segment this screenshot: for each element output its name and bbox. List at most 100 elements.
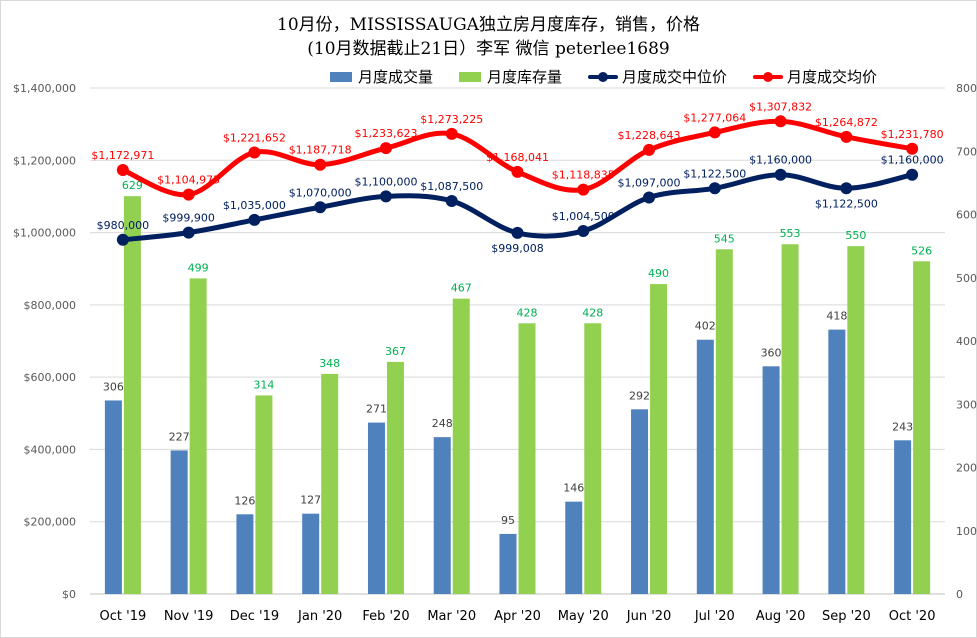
point-average [511, 165, 524, 178]
right-axis-tick-label: 500 [956, 272, 977, 285]
legend-label-median: 月度成交中位价 [622, 68, 728, 86]
legend-item-inventory: 月度库存量 [459, 66, 562, 87]
point-median [577, 224, 590, 237]
left-axis-tick-label: $1,400,000 [13, 82, 76, 95]
bar-inventory-label: 490 [648, 267, 669, 280]
point-median-label: $999,008 [491, 242, 544, 255]
legend-swatch-median [588, 71, 619, 83]
bar-sales-label: 271 [366, 403, 387, 416]
x-axis-tick-label: Apr '20 [494, 609, 541, 624]
point-median-label: $1,087,500 [420, 180, 483, 193]
point-average-label: $1,118,835 [552, 169, 615, 182]
point-median [116, 233, 129, 246]
x-axis-tick-label: Mar '20 [427, 609, 476, 624]
point-average-label: $1,187,718 [289, 144, 352, 157]
bar-inventory [386, 361, 404, 594]
bar-inventory-label: 553 [780, 227, 801, 240]
x-axis-tick-label: May '20 [558, 609, 609, 624]
legend-item-average: 月度成交均价 [753, 66, 877, 87]
bar-sales [236, 514, 254, 594]
point-average [116, 164, 129, 177]
point-median [840, 182, 853, 195]
point-median-label: $1,070,000 [289, 186, 352, 199]
bar-inventory-label: 428 [582, 306, 603, 319]
x-axis-tick-label: Aug '20 [756, 609, 806, 624]
bar-inventory-label: 314 [253, 378, 274, 391]
bar-sales-label: 248 [432, 417, 453, 430]
bar-inventory-label: 467 [451, 282, 472, 295]
bar-inventory-label: 499 [188, 261, 209, 274]
bar-sales [433, 437, 451, 594]
point-median-label: $1,160,000 [749, 154, 812, 167]
bar-sales-label: 306 [103, 380, 124, 393]
point-average-label: $1,264,872 [815, 116, 878, 129]
point-median-label: $1,122,500 [815, 197, 878, 210]
point-average [840, 130, 853, 143]
point-average [314, 158, 327, 171]
bar-inventory [255, 395, 273, 594]
left-axis-tick-label: $800,000 [24, 299, 77, 312]
bar-inventory [123, 196, 141, 594]
bar-sales [762, 366, 780, 594]
bar-inventory-label: 550 [845, 229, 866, 242]
bar-sales [170, 450, 188, 594]
point-median [708, 182, 721, 195]
bar-inventory-label: 348 [319, 357, 340, 370]
point-median [314, 201, 327, 214]
point-average-label: $1,231,780 [881, 128, 944, 141]
point-average-label: $1,228,643 [618, 129, 681, 142]
point-average [577, 183, 590, 196]
x-axis-tick-label: Nov '19 [164, 609, 214, 624]
bar-inventory-label: 428 [517, 306, 538, 319]
x-axis-tick-label: Sep '20 [822, 609, 871, 624]
bar-sales-label: 292 [629, 389, 650, 402]
point-average-label: $1,172,971 [91, 149, 154, 162]
bar-inventory-label: 526 [911, 244, 932, 257]
bar-sales [696, 339, 714, 594]
bar-sales-label: 95 [501, 514, 515, 527]
bar-sales-label: 243 [892, 420, 913, 433]
bar-sales [302, 513, 320, 594]
legend-label-sales: 月度成交量 [358, 68, 434, 86]
point-average [182, 188, 195, 201]
point-median-label: $980,000 [97, 219, 150, 232]
bar-sales-label: 227 [169, 430, 190, 443]
legend-swatch-inventory [459, 71, 482, 82]
bar-inventory [913, 261, 931, 594]
point-median [182, 226, 195, 239]
x-axis-tick-label: Jul '20 [694, 609, 735, 624]
x-axis-tick-label: Jan '20 [297, 609, 342, 624]
point-median [643, 191, 656, 204]
legend-item-median: 月度成交中位价 [588, 66, 727, 87]
right-axis-tick-label: 400 [956, 335, 977, 348]
right-axis-tick-label: 100 [956, 525, 977, 538]
bar-inventory [189, 278, 207, 594]
bar-inventory [781, 244, 799, 595]
bar-inventory [650, 284, 668, 594]
chart-title: 10月份，MISSISSAUGA独立房月度库存，销售，价格 [277, 15, 700, 35]
bar-sales-label: 402 [695, 320, 716, 333]
point-median-label: $999,900 [162, 212, 215, 225]
left-axis-tick-label: $1,000,000 [13, 227, 76, 240]
legend-item-sales: 月度成交量 [330, 66, 433, 87]
bar-inventory [715, 249, 733, 594]
point-average-label: $1,277,064 [683, 111, 746, 124]
bar-inventory [584, 323, 602, 594]
point-average-label: $1,104,975 [157, 174, 220, 187]
point-median [248, 213, 261, 226]
point-average [906, 142, 919, 155]
bar-inventory-label: 367 [385, 345, 406, 358]
right-axis-tick-label: 600 [956, 209, 977, 222]
left-axis-tick-label: $1,200,000 [13, 154, 76, 167]
x-axis-tick-label: Dec '19 [230, 609, 279, 624]
x-axis-tick-label: Feb '20 [362, 609, 409, 624]
x-axis-tick-label: Jun '20 [626, 609, 672, 624]
point-median-label: $1,004,500 [552, 210, 615, 223]
point-average [379, 142, 392, 155]
x-axis-tick-label: Oct '20 [889, 609, 936, 624]
bar-sales [104, 400, 122, 594]
legend-label-average: 月度成交均价 [787, 68, 878, 86]
right-axis-tick-label: 0 [956, 588, 963, 601]
bar-inventory [518, 323, 536, 594]
